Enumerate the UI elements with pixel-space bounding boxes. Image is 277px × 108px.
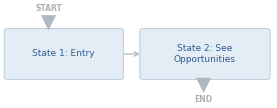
Polygon shape — [41, 15, 56, 30]
FancyBboxPatch shape — [140, 29, 270, 79]
Text: END: END — [194, 95, 213, 104]
Text: START: START — [35, 4, 62, 13]
Text: State 1: Entry: State 1: Entry — [32, 49, 95, 59]
Text: State 2: See
Opportunities: State 2: See Opportunities — [174, 44, 236, 64]
FancyBboxPatch shape — [4, 29, 123, 79]
Polygon shape — [196, 78, 211, 93]
